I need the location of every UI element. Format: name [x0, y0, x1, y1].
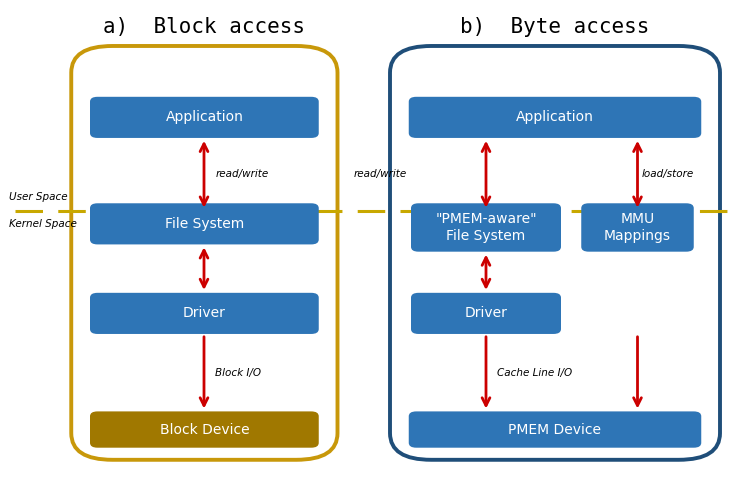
- Text: "PMEM-aware"
File System: "PMEM-aware" File System: [435, 212, 537, 243]
- Text: Kernel Space: Kernel Space: [9, 219, 76, 229]
- Text: Driver: Driver: [464, 306, 508, 320]
- Text: Block I/O: Block I/O: [215, 368, 261, 378]
- Text: Block Device: Block Device: [160, 423, 249, 437]
- Text: read/write: read/write: [354, 169, 407, 179]
- Text: load/store: load/store: [641, 169, 694, 179]
- FancyBboxPatch shape: [409, 97, 701, 138]
- Text: a)  Block access: a) Block access: [103, 17, 305, 37]
- Text: b)  Byte access: b) Byte access: [460, 17, 650, 37]
- Text: File System: File System: [165, 217, 244, 231]
- FancyBboxPatch shape: [90, 293, 319, 334]
- FancyBboxPatch shape: [90, 97, 319, 138]
- Text: PMEM Device: PMEM Device: [509, 423, 602, 437]
- FancyBboxPatch shape: [411, 293, 561, 334]
- FancyBboxPatch shape: [90, 203, 319, 244]
- Text: User Space: User Space: [9, 192, 68, 202]
- Text: Driver: Driver: [183, 306, 226, 320]
- Text: Cache Line I/O: Cache Line I/O: [497, 368, 572, 378]
- FancyBboxPatch shape: [581, 203, 694, 252]
- Text: Application: Application: [516, 110, 594, 124]
- Text: Application: Application: [166, 110, 243, 124]
- Text: read/write: read/write: [215, 169, 268, 179]
- FancyBboxPatch shape: [411, 203, 561, 252]
- FancyBboxPatch shape: [90, 411, 319, 448]
- Text: MMU
Mappings: MMU Mappings: [604, 212, 671, 243]
- FancyBboxPatch shape: [409, 411, 701, 448]
